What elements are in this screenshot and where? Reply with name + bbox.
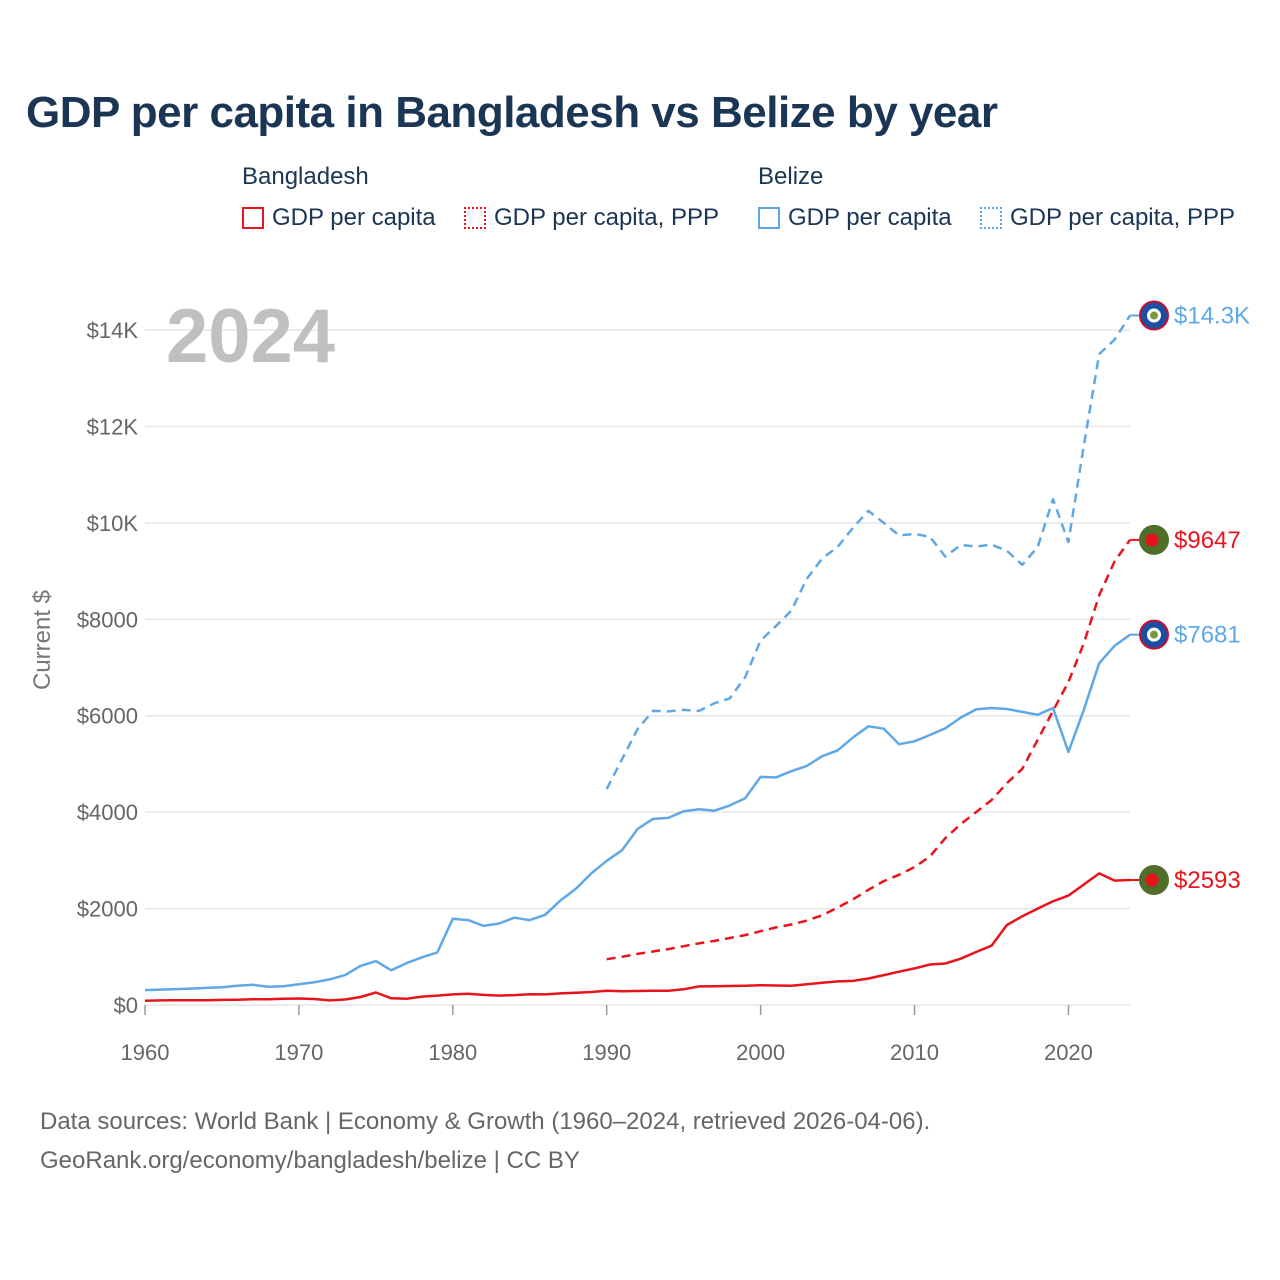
x-tick-label: 1970 bbox=[274, 1040, 323, 1065]
x-axis: 1960 1970 1980 1990 2000 2010 2020 bbox=[121, 1005, 1093, 1065]
legend-group-belize: Belize bbox=[758, 163, 824, 190]
y-tick-label: $12K bbox=[87, 414, 139, 439]
legend-item-bangladesh-gdp[interactable]: GDP per capita bbox=[242, 204, 436, 232]
legend-label: GDP per capita bbox=[788, 204, 952, 231]
belize-flag-emblem-center bbox=[1150, 311, 1158, 320]
y-tick-label: $2000 bbox=[77, 897, 138, 922]
legend-swatch-dotted-blue bbox=[980, 207, 1002, 229]
legend-label: GDP per capita, PPP bbox=[494, 204, 719, 231]
end-markers: $2593 $9647 $7681 $14.3K bbox=[1130, 300, 1250, 895]
y-axis-label: Current $ bbox=[29, 590, 56, 690]
x-tick-label: 1990 bbox=[582, 1040, 631, 1065]
legend-group-bangladesh: Bangladesh bbox=[242, 163, 369, 190]
legend-label: GDP per capita bbox=[272, 204, 436, 231]
chart-title: GDP per capita in Bangladesh vs Belize b… bbox=[26, 88, 998, 137]
legend-item-bangladesh-gdp-ppp[interactable]: GDP per capita, PPP bbox=[464, 204, 719, 232]
x-tick-label: 2020 bbox=[1044, 1040, 1093, 1065]
bangladesh-flag-disc bbox=[1145, 533, 1159, 547]
y-tick-label: $8000 bbox=[77, 607, 138, 632]
y-tick-label: $10K bbox=[87, 511, 139, 536]
series-line bbox=[144, 633, 1131, 992]
legend-swatch-dotted-red bbox=[464, 207, 486, 229]
end-value-label: $2593 bbox=[1174, 867, 1241, 894]
y-tick-label: $6000 bbox=[77, 704, 138, 729]
series-line bbox=[605, 314, 1132, 790]
y-tick-label: $0 bbox=[114, 993, 138, 1018]
legend-item-belize-gdp[interactable]: GDP per capita bbox=[758, 204, 952, 232]
footer-credit[interactable]: GeoRank.org/economy/bangladesh/belize | … bbox=[40, 1147, 580, 1174]
legend-label: GDP per capita, PPP bbox=[1010, 204, 1235, 231]
series-line bbox=[606, 539, 1132, 961]
belize-flag-emblem-center bbox=[1150, 630, 1158, 639]
end-value-label: $14.3K bbox=[1174, 303, 1250, 330]
end-value-label: $9647 bbox=[1174, 527, 1241, 554]
y-tick-label: $14K bbox=[87, 318, 139, 343]
y-axis: $0 $2000 $4000 $6000 $8000 $10K $12K $14K bbox=[77, 318, 139, 1018]
year-label: 2024 bbox=[166, 294, 335, 379]
series-lines bbox=[144, 314, 1132, 1002]
legend-swatch-solid-blue bbox=[758, 207, 780, 229]
legend-item-belize-gdp-ppp[interactable]: GDP per capita, PPP bbox=[980, 204, 1235, 232]
end-value-label: $7681 bbox=[1174, 622, 1241, 649]
bangladesh-flag-disc bbox=[1145, 873, 1159, 887]
grid bbox=[145, 329, 1130, 1006]
line-chart: $0$2000$4000$6000$8000$10K$12K$14K 1960 1… bbox=[29, 294, 1250, 1065]
legend-swatch-solid-red bbox=[242, 207, 264, 229]
x-tick-label: 1960 bbox=[121, 1040, 170, 1065]
series-line bbox=[144, 872, 1131, 1002]
x-tick-label: 2000 bbox=[736, 1040, 785, 1065]
x-tick-label: 2010 bbox=[890, 1040, 939, 1065]
footer-sources: Data sources: World Bank | Economy & Gro… bbox=[40, 1108, 931, 1135]
x-tick-label: 1980 bbox=[428, 1040, 477, 1065]
y-tick-label: $4000 bbox=[77, 800, 138, 825]
